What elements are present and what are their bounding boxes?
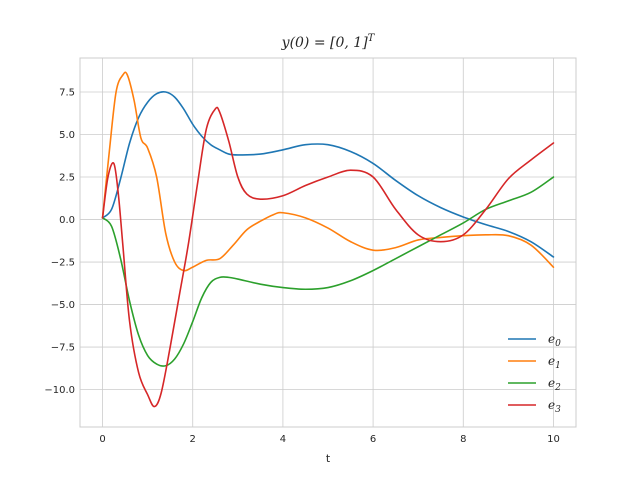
chart-title: y(0) = [0, 1]T <box>281 33 376 51</box>
plot-frame <box>79 57 577 428</box>
chart-title-superscript: T <box>368 33 376 44</box>
x-axis-label: t <box>326 452 331 465</box>
y-tick-label: 7.5 <box>59 88 75 99</box>
plot-area <box>79 57 577 428</box>
x-tick-label: 2 <box>190 434 196 445</box>
legend-label-e1: e1 <box>548 354 561 371</box>
series-lines <box>101 71 555 408</box>
x-tick-label: 10 <box>547 434 560 445</box>
x-tick-label: 6 <box>370 434 376 445</box>
series-line-e1 <box>101 71 555 272</box>
x-tick-label: 8 <box>460 434 466 445</box>
y-tick-label: −10.0 <box>44 385 75 396</box>
y-tick-label: 5.0 <box>59 130 75 141</box>
series-line-e3 <box>101 106 555 408</box>
x-tick-label: 0 <box>99 434 105 445</box>
y-axis-ticks: 7.5 5.0 2.5 0.0 −2.5 −5.0 −7.5 −10.0 <box>44 88 75 397</box>
x-tick-label: 4 <box>280 434 286 445</box>
legend-label-e3: e3 <box>548 398 561 415</box>
series-line-e2 <box>101 176 555 367</box>
y-tick-label: −7.5 <box>51 343 75 354</box>
chart-title-main: y(0) = [0, 1] <box>281 35 369 51</box>
legend-label-e2: e2 <box>548 376 561 393</box>
y-tick-label: −5.0 <box>51 300 75 311</box>
legend-label-e0: e0 <box>548 332 561 349</box>
legend: e0 e1 e2 e3 <box>508 332 561 415</box>
y-tick-label: −2.5 <box>51 258 75 269</box>
x-axis-ticks: 0 2 4 6 8 10 <box>99 434 559 445</box>
y-tick-label: 2.5 <box>59 173 75 184</box>
grid <box>80 58 576 427</box>
y-tick-label: 0.0 <box>59 215 75 226</box>
